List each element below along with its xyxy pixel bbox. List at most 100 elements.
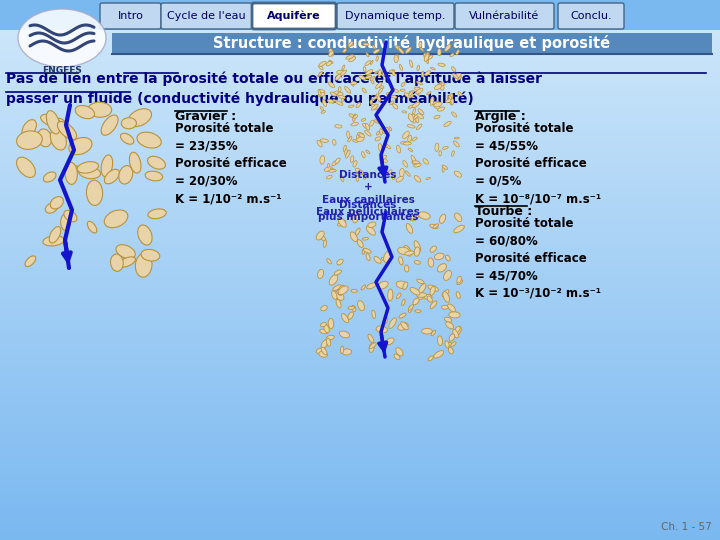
- Ellipse shape: [433, 224, 438, 228]
- Ellipse shape: [334, 270, 341, 275]
- Ellipse shape: [378, 281, 388, 289]
- Ellipse shape: [392, 104, 398, 109]
- Ellipse shape: [438, 49, 441, 56]
- Bar: [0, 262, 720, 263]
- Ellipse shape: [356, 137, 364, 142]
- Ellipse shape: [438, 107, 445, 111]
- Bar: [0, 272, 720, 273]
- Bar: [0, 211, 720, 212]
- Bar: [0, 215, 720, 216]
- Ellipse shape: [86, 180, 103, 205]
- Bar: [0, 53, 720, 54]
- Ellipse shape: [413, 298, 419, 305]
- Bar: [0, 195, 720, 196]
- Ellipse shape: [25, 256, 36, 267]
- Ellipse shape: [346, 131, 350, 139]
- Bar: [0, 14, 720, 15]
- Ellipse shape: [427, 296, 433, 302]
- Ellipse shape: [356, 134, 359, 139]
- Text: Pas de lien entre la porosité totale ou efficace et l'aptitude à laisser: Pas de lien entre la porosité totale ou …: [6, 72, 542, 86]
- Bar: [0, 131, 720, 132]
- Bar: [0, 444, 720, 445]
- Bar: [0, 416, 720, 417]
- Ellipse shape: [450, 53, 454, 57]
- Bar: [0, 534, 720, 535]
- Bar: [0, 325, 720, 326]
- Bar: [0, 140, 720, 141]
- Ellipse shape: [137, 132, 161, 148]
- Ellipse shape: [366, 283, 376, 289]
- Bar: [0, 45, 720, 46]
- Ellipse shape: [43, 236, 64, 246]
- Ellipse shape: [50, 129, 66, 150]
- Bar: [0, 458, 720, 459]
- Ellipse shape: [405, 265, 409, 272]
- Ellipse shape: [321, 340, 328, 348]
- Bar: [0, 474, 720, 475]
- Ellipse shape: [353, 140, 358, 143]
- Bar: [0, 409, 720, 410]
- Ellipse shape: [348, 312, 354, 319]
- Ellipse shape: [417, 294, 425, 300]
- Bar: [0, 257, 720, 258]
- Bar: [0, 162, 720, 163]
- Bar: [0, 294, 720, 295]
- Bar: [0, 192, 720, 193]
- Bar: [0, 341, 720, 342]
- Ellipse shape: [341, 346, 343, 354]
- Text: Distances
+
Eaux capillaires
Eaux pelliculaires: Distances + Eaux capillaires Eaux pellic…: [316, 170, 420, 217]
- Bar: [0, 277, 720, 278]
- Bar: [0, 232, 720, 233]
- Bar: [0, 314, 720, 315]
- Ellipse shape: [448, 304, 455, 312]
- Text: ENGEES: ENGEES: [42, 66, 82, 75]
- Bar: [0, 520, 720, 521]
- Bar: [0, 286, 720, 287]
- Bar: [0, 365, 720, 366]
- Bar: [0, 389, 720, 390]
- Bar: [0, 497, 720, 498]
- Ellipse shape: [141, 249, 160, 261]
- Bar: [0, 214, 720, 215]
- Bar: [0, 139, 720, 140]
- Bar: [0, 174, 720, 175]
- Ellipse shape: [408, 113, 414, 122]
- Bar: [0, 128, 720, 129]
- Bar: [0, 111, 720, 112]
- Bar: [0, 438, 720, 439]
- Bar: [0, 264, 720, 265]
- Ellipse shape: [438, 63, 445, 66]
- Bar: [0, 538, 720, 539]
- Bar: [0, 484, 720, 485]
- Bar: [0, 49, 720, 50]
- Bar: [0, 236, 720, 237]
- Bar: [0, 259, 720, 260]
- Ellipse shape: [376, 326, 387, 333]
- Ellipse shape: [333, 285, 342, 291]
- Bar: [0, 193, 720, 194]
- FancyBboxPatch shape: [337, 3, 454, 29]
- Ellipse shape: [395, 46, 400, 50]
- Bar: [0, 471, 720, 472]
- Bar: [0, 421, 720, 422]
- Ellipse shape: [358, 301, 364, 310]
- Ellipse shape: [392, 172, 395, 180]
- Bar: [0, 403, 720, 404]
- Ellipse shape: [335, 292, 344, 300]
- Bar: [0, 136, 720, 137]
- Bar: [0, 198, 720, 199]
- Ellipse shape: [319, 65, 323, 70]
- Ellipse shape: [357, 133, 364, 136]
- Ellipse shape: [329, 49, 333, 56]
- Bar: [0, 206, 720, 207]
- Bar: [0, 93, 720, 94]
- Bar: [0, 35, 720, 36]
- Ellipse shape: [427, 55, 433, 59]
- Bar: [0, 269, 720, 270]
- Ellipse shape: [374, 49, 379, 53]
- Bar: [0, 310, 720, 311]
- Bar: [0, 2, 720, 3]
- Bar: [0, 305, 720, 306]
- Bar: [0, 514, 720, 515]
- Bar: [0, 256, 720, 257]
